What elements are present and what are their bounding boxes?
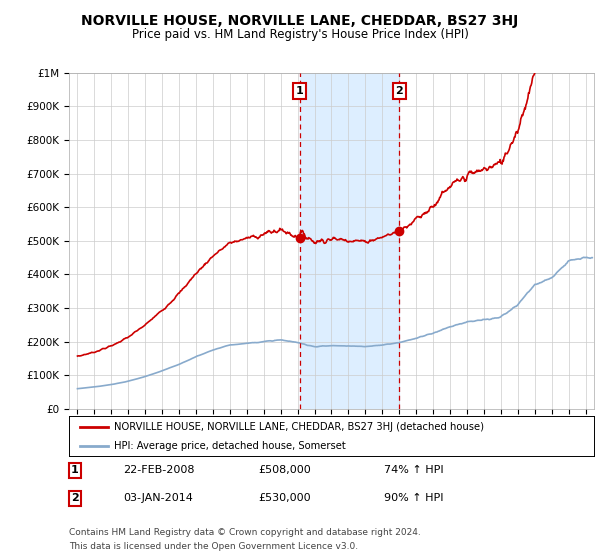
Text: 90% ↑ HPI: 90% ↑ HPI — [384, 493, 443, 503]
Text: NORVILLE HOUSE, NORVILLE LANE, CHEDDAR, BS27 3HJ: NORVILLE HOUSE, NORVILLE LANE, CHEDDAR, … — [82, 14, 518, 28]
Text: 1: 1 — [71, 465, 79, 475]
Text: 1: 1 — [296, 86, 304, 96]
Text: HPI: Average price, detached house, Somerset: HPI: Average price, detached house, Some… — [113, 441, 346, 450]
Bar — [300, 73, 400, 409]
Text: 74% ↑ HPI: 74% ↑ HPI — [384, 465, 443, 475]
Text: Price paid vs. HM Land Registry's House Price Index (HPI): Price paid vs. HM Land Registry's House … — [131, 28, 469, 41]
Text: 2: 2 — [395, 86, 403, 96]
Text: £508,000: £508,000 — [258, 465, 311, 475]
Text: This data is licensed under the Open Government Licence v3.0.: This data is licensed under the Open Gov… — [69, 542, 358, 551]
Text: 03-JAN-2014: 03-JAN-2014 — [123, 493, 193, 503]
Text: £530,000: £530,000 — [258, 493, 311, 503]
Text: Contains HM Land Registry data © Crown copyright and database right 2024.: Contains HM Land Registry data © Crown c… — [69, 528, 421, 536]
Text: NORVILLE HOUSE, NORVILLE LANE, CHEDDAR, BS27 3HJ (detached house): NORVILLE HOUSE, NORVILLE LANE, CHEDDAR, … — [113, 422, 484, 432]
Text: 22-FEB-2008: 22-FEB-2008 — [123, 465, 194, 475]
Text: 2: 2 — [71, 493, 79, 503]
